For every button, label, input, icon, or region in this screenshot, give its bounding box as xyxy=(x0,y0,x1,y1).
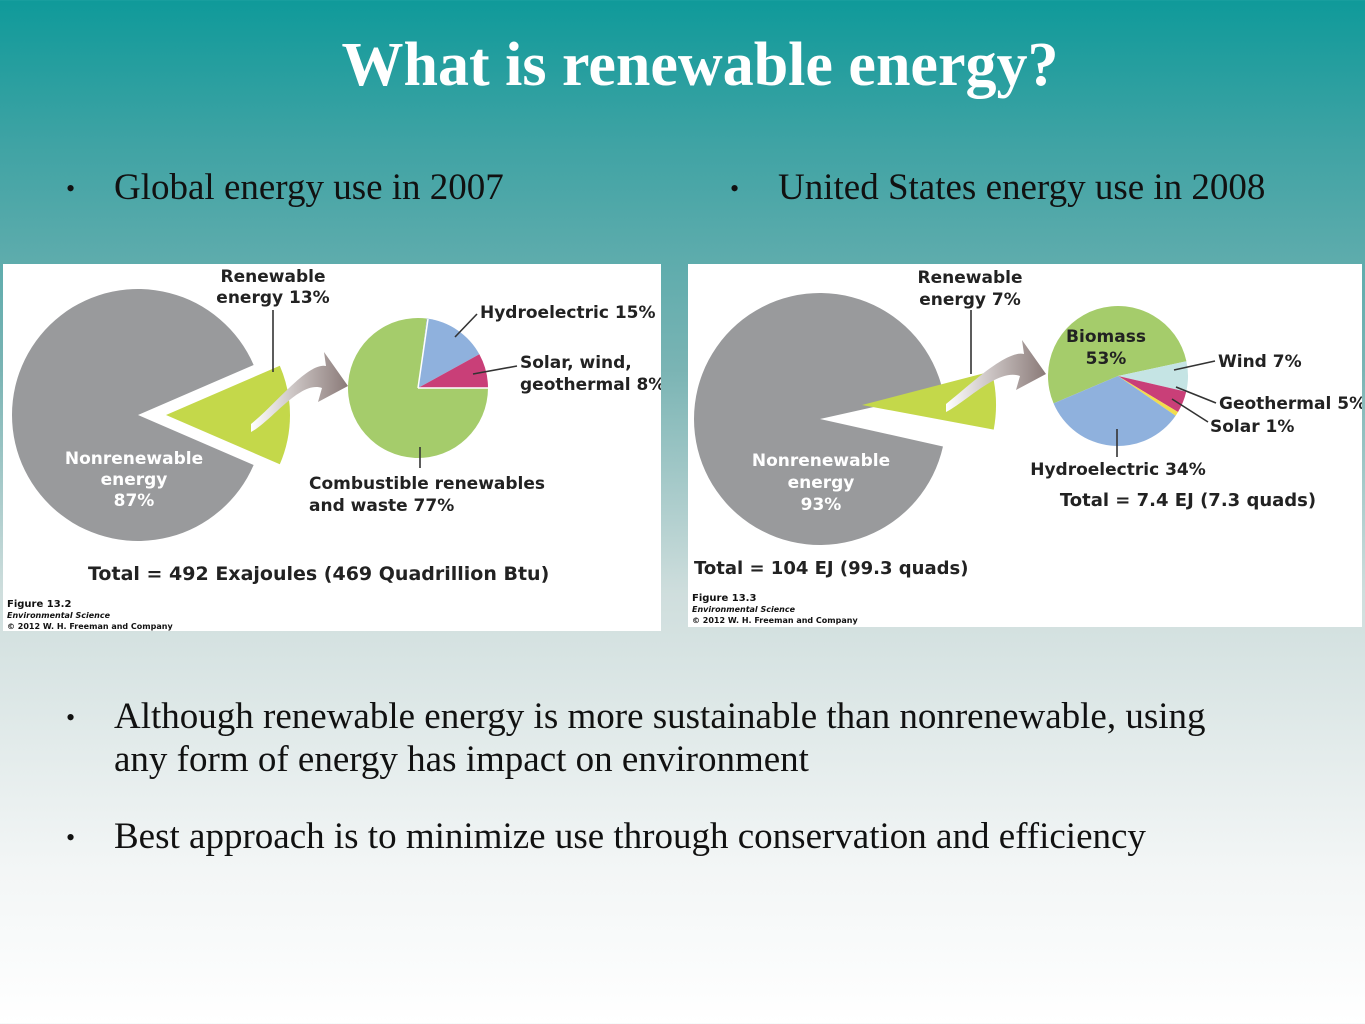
renewable-label-line-1: Renewable xyxy=(918,268,1023,288)
detail-divider xyxy=(417,318,429,389)
nonrenewable-label-line-1: Nonrenewable xyxy=(752,451,890,471)
solar-label-line-1: Solar 1% xyxy=(1210,417,1294,437)
nonrenewable-slice xyxy=(694,293,943,545)
hydroelectric-leader-line xyxy=(454,313,478,338)
expansion-arrow xyxy=(946,340,1046,412)
wind-leader-line xyxy=(1173,360,1216,371)
bullet-dot: • xyxy=(730,174,740,203)
figure-13-2-figure-label: Figure 13.2 xyxy=(7,599,71,610)
bullet-text: Best approach is to minimize use through… xyxy=(114,816,1146,857)
expansion-arrow xyxy=(251,352,348,432)
renewable-slice xyxy=(862,371,996,430)
figure-13-3-book-label: Environmental Science xyxy=(692,605,796,614)
detail-total-label: Total = 7.4 EJ (7.3 quads) xyxy=(1060,490,1316,511)
wind-label-line-1: Wind 7% xyxy=(1218,352,1302,372)
hydroelectric-slice xyxy=(418,318,480,388)
bullet-dot: • xyxy=(66,703,76,732)
figure-13-2-copyright: © 2012 W. H. Freeman and Company xyxy=(7,622,173,631)
solar-slice xyxy=(1118,376,1179,416)
figure-13-2-book-label: Environmental Science xyxy=(7,611,111,620)
geothermal-leader-line xyxy=(1175,386,1217,404)
bullet-dot: • xyxy=(66,174,76,203)
combustible-label-line-1: Combustible renewables xyxy=(309,474,545,494)
solar-wind-geothermal-label-line-2: geothermal 8% xyxy=(520,375,661,395)
bullet-dot: • xyxy=(66,823,76,852)
solar-wind-geothermal-label-line-1: Solar, wind, xyxy=(520,353,632,373)
biomass-slice xyxy=(1048,305,1187,404)
nonrenewable-label-line-3: 93% xyxy=(801,495,842,515)
geothermal-label-line-1: Geothermal 5% xyxy=(1219,394,1362,414)
nonrenewable-label-line-2: energy xyxy=(101,470,168,490)
renewable-label-line-2: energy 13% xyxy=(216,288,329,308)
bullet-text-line-2: any form of energy has impact on environ… xyxy=(114,739,809,780)
solar-leader-line xyxy=(1171,398,1209,423)
nonrenewable-slice xyxy=(12,289,254,541)
renewable-slice xyxy=(166,365,291,465)
slide-title: What is renewable energy? xyxy=(341,31,1059,99)
bullet-text: Global energy use in 2007 xyxy=(114,167,504,208)
bullet-text: United States energy use in 2008 xyxy=(778,167,1266,208)
combustible-label-line-2: and waste 77% xyxy=(309,496,454,516)
figure-13-3-panel: Nonrenewable energy 93% Renewable energy 7% B… xyxy=(688,264,1365,627)
nonrenewable-label-line-3: 87% xyxy=(114,491,155,511)
renewable-label-line-1: Renewable xyxy=(221,267,326,287)
biomass-label-line-1: Biomass xyxy=(1066,327,1146,347)
renewable-label-line-2: energy 7% xyxy=(919,290,1021,310)
geothermal-slice xyxy=(1118,376,1187,413)
figure-13-3-copyright: © 2012 W. H. Freeman and Company xyxy=(692,616,858,625)
solar-wind-geothermal-leader-line xyxy=(472,365,518,375)
hydroelectric-slice xyxy=(1053,376,1176,446)
total-label: Total = 104 EJ (99.3 quads) xyxy=(694,558,968,579)
bullet-text-line-1: Although renewable energy is more sustai… xyxy=(114,696,1206,737)
total-label: Total = 492 Exajoules (469 Quadrillion B… xyxy=(88,563,549,585)
nonrenewable-label-line-1: Nonrenewable xyxy=(65,449,203,469)
nonrenewable-label-line-2: energy xyxy=(788,473,855,493)
biomass-label-line-2: 53% xyxy=(1086,349,1127,369)
hydroelectric-label-line-1: Hydroelectric 15% xyxy=(480,303,656,323)
figure-13-3-figure-label: Figure 13.3 xyxy=(692,593,756,604)
hydroelectric-label-line-1: Hydroelectric 34% xyxy=(1030,460,1206,480)
wind-slice xyxy=(1118,361,1188,392)
figure-13-2-panel: Nonrenewable energy 87% Renewable energy 13%… xyxy=(3,264,665,631)
solar-wind-geothermal-slice xyxy=(418,354,489,388)
